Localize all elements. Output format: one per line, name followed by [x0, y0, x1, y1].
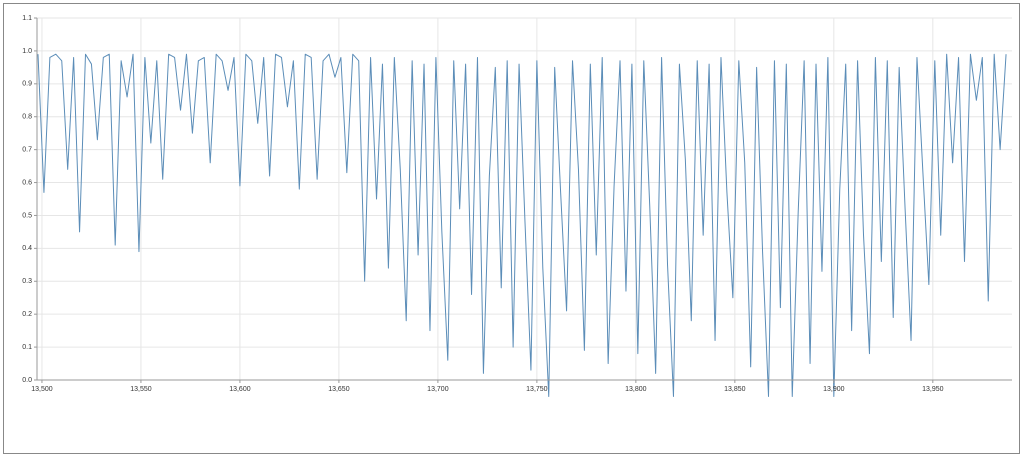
x-tick-label: 13,950 — [922, 386, 944, 393]
x-tick-label: 13,900 — [823, 386, 845, 393]
x-tick-label: 13,800 — [625, 386, 647, 393]
grid — [37, 17, 1012, 381]
y-tick-label: 0.4 — [22, 245, 32, 252]
y-tick-label: 0.6 — [22, 179, 32, 186]
y-tick-label: 0.2 — [22, 311, 32, 318]
y-tick-label: 0.0 — [22, 377, 32, 384]
x-tick-label: 13,500 — [31, 386, 53, 393]
x-tick-label: 13,850 — [724, 386, 746, 393]
y-tick-label: 1.0 — [22, 48, 32, 55]
x-tick-label: 13,600 — [229, 386, 251, 393]
axes: 0.0 0.1 0.2 0.3 0.4 0.5 0.6 0.7 0.8 0.9 1.0 1.1 13,5… — [22, 15, 1012, 393]
spectrum-line — [37, 53, 1007, 397]
x-tick-label: 13,650 — [328, 386, 350, 393]
y-tick-label: 0.3 — [22, 278, 32, 285]
y-tick-label: 0.8 — [22, 114, 32, 121]
x-tick-label: 13,700 — [427, 386, 449, 393]
x-tick-label: 13,550 — [130, 386, 152, 393]
plot-area — [37, 53, 1007, 397]
y-tick-label: 0.9 — [22, 81, 32, 88]
y-tick-label: 0.7 — [22, 146, 32, 153]
x-tick-label: 13,750 — [526, 386, 548, 393]
y-tick-label: 1.1 — [22, 15, 32, 22]
frame — [3, 3, 1020, 454]
y-tick-label: 0.5 — [22, 212, 32, 219]
y-tick-label: 0.1 — [22, 344, 32, 351]
